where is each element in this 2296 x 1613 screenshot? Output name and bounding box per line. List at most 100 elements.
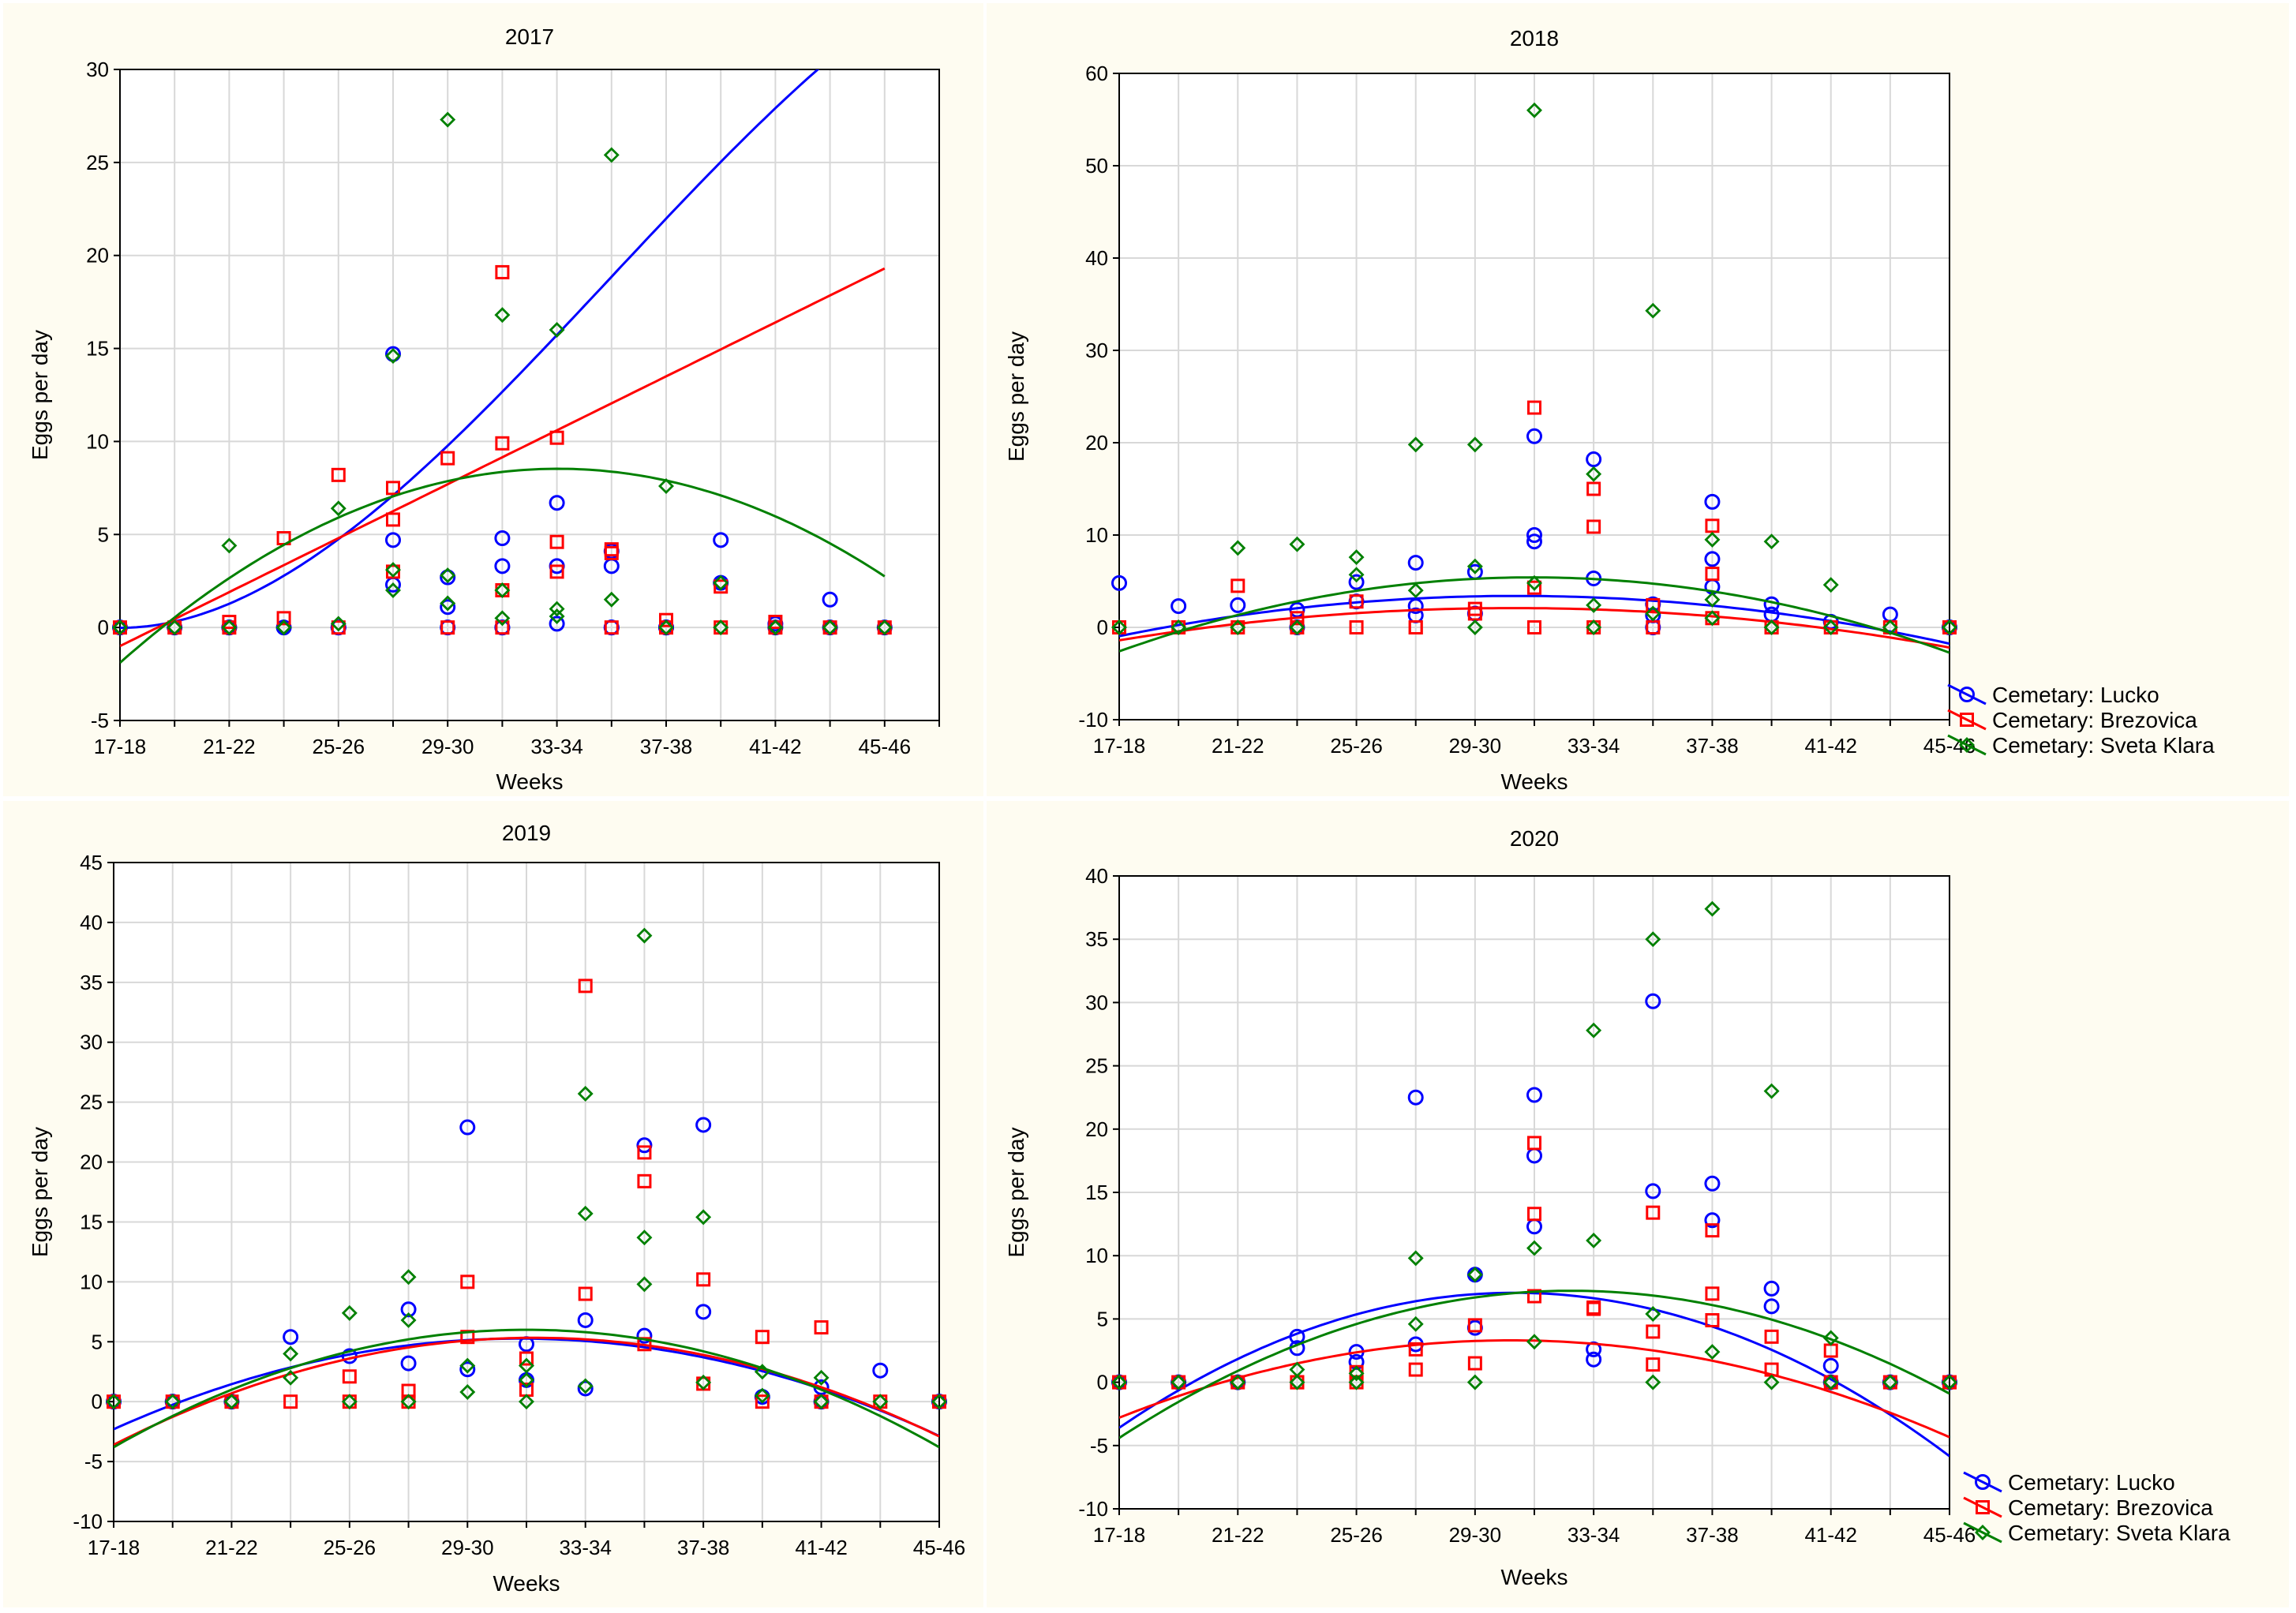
legend-marker bbox=[1976, 1500, 1990, 1514]
data-point bbox=[577, 1380, 594, 1397]
x-tick-label: 25-26 bbox=[324, 1536, 376, 1559]
legend-marker bbox=[1975, 1525, 1991, 1540]
data-point bbox=[276, 611, 291, 626]
data-point bbox=[440, 595, 456, 612]
data-point bbox=[1645, 1306, 1661, 1322]
data-point bbox=[1763, 619, 1780, 635]
legend-marker bbox=[1959, 737, 1975, 753]
data-point bbox=[1586, 1232, 1602, 1248]
x-tick-label: 33-34 bbox=[559, 1536, 612, 1559]
x-tick-label: 41-42 bbox=[1804, 734, 1857, 758]
data-point bbox=[494, 307, 511, 324]
data-point bbox=[1646, 1324, 1661, 1339]
data-point bbox=[495, 620, 510, 635]
data-point bbox=[872, 1394, 889, 1410]
data-point bbox=[1586, 597, 1602, 613]
data-point bbox=[1705, 1223, 1720, 1238]
y-tick-label: 0 bbox=[92, 1390, 103, 1413]
data-point bbox=[549, 430, 564, 445]
data-point bbox=[754, 1387, 770, 1404]
data-point bbox=[604, 620, 619, 635]
data-point bbox=[1467, 1356, 1482, 1371]
data-point bbox=[695, 1304, 712, 1320]
data-point bbox=[331, 620, 346, 635]
data-point bbox=[1527, 1289, 1541, 1304]
chart-title: 2018 bbox=[1510, 26, 1559, 51]
chart-title: 2020 bbox=[1510, 826, 1559, 851]
fit-curve bbox=[1119, 1291, 1950, 1458]
data-point bbox=[1822, 577, 1839, 593]
data-point bbox=[1526, 533, 1542, 550]
y-tick-label: 40 bbox=[1085, 246, 1108, 270]
data-point bbox=[713, 532, 729, 548]
data-point bbox=[695, 1209, 712, 1226]
y-tick-label: 15 bbox=[1085, 1181, 1108, 1204]
y-tick-label: 35 bbox=[80, 971, 103, 994]
data-point bbox=[400, 1355, 417, 1372]
legend-marker bbox=[1975, 1474, 1991, 1490]
data-point bbox=[1705, 1286, 1720, 1301]
data-point bbox=[755, 1394, 770, 1409]
x-tick-label: 37-38 bbox=[640, 735, 693, 758]
data-point bbox=[275, 619, 292, 636]
data-point bbox=[813, 1369, 830, 1386]
data-point bbox=[440, 567, 456, 584]
data-point bbox=[1289, 1328, 1305, 1345]
data-point bbox=[1407, 1089, 1424, 1106]
x-tick-label: 29-30 bbox=[441, 1536, 494, 1559]
data-point bbox=[1348, 1353, 1365, 1370]
data-point bbox=[400, 1269, 417, 1286]
chart-2020: -10 -5 0 5 10 15 20 25 30 35 40 17-18 21-22 25-26 29-3… bbox=[1004, 826, 2230, 1589]
data-point bbox=[695, 1374, 712, 1390]
data-point bbox=[1170, 1374, 1187, 1390]
y-tick-label: -10 bbox=[73, 1510, 103, 1533]
data-point bbox=[385, 532, 401, 548]
data-point bbox=[342, 1369, 357, 1384]
data-point bbox=[1408, 1342, 1423, 1357]
data-point bbox=[549, 495, 565, 511]
data-point bbox=[1348, 567, 1365, 583]
data-point bbox=[578, 1286, 593, 1301]
data-point bbox=[1348, 574, 1365, 590]
x-tick-label: 21-22 bbox=[1212, 1523, 1264, 1547]
chart-2019: -10 -5 0 5 10 15 20 25 30 35 40 45 17-18 21-22 25-26 29… bbox=[28, 821, 965, 1596]
data-point bbox=[1586, 481, 1601, 496]
data-point bbox=[1467, 606, 1482, 621]
legend-label: Cemetary: Brezovica bbox=[1992, 708, 2197, 732]
chart-2017: -5 0 5 10 15 20 25 30 17-18 21-22 25-26 29-30 33-34 3… bbox=[28, 24, 940, 794]
data-point bbox=[713, 574, 729, 591]
y-tick-label: -10 bbox=[1078, 708, 1108, 732]
data-point bbox=[494, 530, 511, 546]
x-tick-label: 25-26 bbox=[1330, 1523, 1383, 1547]
data-point bbox=[1645, 993, 1661, 1009]
legend-marker bbox=[1959, 687, 1975, 702]
chart-title: 2019 bbox=[502, 821, 551, 845]
data-point bbox=[1407, 1250, 1424, 1267]
data-point bbox=[636, 1276, 653, 1293]
data-point bbox=[814, 1320, 829, 1335]
data-point bbox=[636, 1229, 653, 1246]
data-point bbox=[1230, 578, 1245, 593]
x-tick-label: 17-18 bbox=[1093, 734, 1146, 758]
y-tick-label: 40 bbox=[1085, 864, 1108, 888]
data-point bbox=[1822, 1357, 1839, 1374]
data-point bbox=[1466, 619, 1483, 635]
y-tick-label: 35 bbox=[1085, 927, 1108, 951]
data-point bbox=[1704, 551, 1721, 567]
x-tick-label: 41-42 bbox=[1804, 1523, 1857, 1547]
data-point bbox=[167, 619, 183, 636]
data-point bbox=[1526, 574, 1542, 591]
y-tick-label: 30 bbox=[80, 1031, 103, 1054]
y-tick-label: 10 bbox=[86, 429, 109, 453]
data-point bbox=[1882, 619, 1898, 635]
data-point bbox=[1704, 1344, 1721, 1360]
data-point bbox=[440, 451, 455, 466]
data-point bbox=[1466, 1267, 1483, 1283]
data-point bbox=[1704, 591, 1721, 608]
data-point bbox=[330, 616, 346, 632]
data-point bbox=[331, 467, 346, 482]
data-point bbox=[1289, 619, 1305, 635]
data-point bbox=[1586, 519, 1601, 534]
x-tick-label: 37-38 bbox=[1686, 734, 1739, 758]
data-point bbox=[1822, 1330, 1839, 1346]
